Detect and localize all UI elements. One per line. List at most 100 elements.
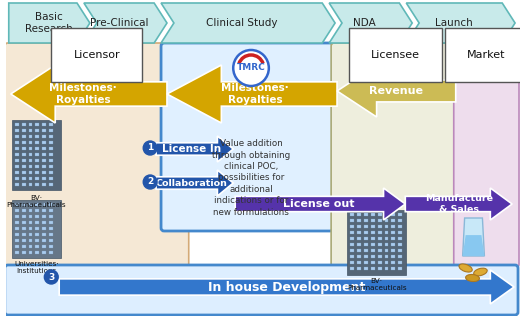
Bar: [35, 123, 40, 126]
Bar: [364, 225, 368, 228]
Bar: [350, 261, 354, 264]
Bar: [29, 147, 32, 150]
Bar: [371, 219, 374, 222]
Bar: [15, 221, 19, 224]
Bar: [35, 215, 40, 218]
Bar: [49, 245, 53, 248]
Bar: [22, 239, 25, 242]
Circle shape: [44, 270, 58, 284]
Bar: [35, 147, 40, 150]
Bar: [29, 227, 32, 230]
Bar: [49, 177, 53, 180]
Text: Value addition
through obtaining
clinical POC,
possibilities for
additional
indi: Value addition through obtaining clinica…: [212, 139, 290, 217]
Polygon shape: [406, 3, 515, 43]
Bar: [15, 251, 19, 254]
Bar: [392, 219, 395, 222]
Text: Collaboration: Collaboration: [156, 179, 228, 187]
Bar: [49, 171, 53, 174]
Bar: [392, 243, 395, 246]
Text: License In: License In: [162, 144, 221, 154]
Bar: [42, 227, 46, 230]
Bar: [378, 225, 382, 228]
FancyBboxPatch shape: [454, 43, 519, 267]
Bar: [29, 221, 32, 224]
Bar: [42, 209, 46, 212]
Bar: [29, 177, 32, 180]
Bar: [15, 177, 19, 180]
Bar: [29, 129, 32, 132]
Bar: [357, 261, 361, 264]
Bar: [35, 245, 40, 248]
Bar: [42, 123, 46, 126]
Bar: [364, 231, 368, 234]
Bar: [29, 209, 32, 212]
Bar: [49, 203, 53, 206]
Bar: [49, 233, 53, 236]
Bar: [49, 123, 53, 126]
Bar: [384, 237, 388, 240]
Bar: [350, 231, 354, 234]
Bar: [398, 249, 402, 252]
Text: Launch: Launch: [435, 18, 473, 28]
Bar: [49, 147, 53, 150]
Bar: [371, 267, 374, 270]
Bar: [378, 243, 382, 246]
Bar: [29, 215, 32, 218]
Bar: [29, 159, 32, 162]
Bar: [49, 183, 53, 186]
Bar: [384, 261, 388, 264]
Bar: [49, 251, 53, 254]
Bar: [350, 225, 354, 228]
Bar: [398, 255, 402, 258]
Bar: [378, 249, 382, 252]
Bar: [22, 183, 25, 186]
Polygon shape: [463, 218, 485, 256]
Bar: [371, 255, 374, 258]
Polygon shape: [59, 270, 514, 304]
Bar: [29, 141, 32, 144]
Text: TMRC: TMRC: [237, 64, 265, 72]
Bar: [42, 183, 46, 186]
Bar: [35, 141, 40, 144]
Bar: [350, 255, 354, 258]
Bar: [22, 203, 25, 206]
Bar: [42, 171, 46, 174]
Bar: [15, 245, 19, 248]
Polygon shape: [9, 3, 90, 43]
Bar: [49, 141, 53, 144]
Bar: [42, 215, 46, 218]
Bar: [364, 261, 368, 264]
Bar: [49, 221, 53, 224]
Text: Licensee: Licensee: [371, 50, 420, 60]
Text: NDA: NDA: [353, 18, 375, 28]
Bar: [35, 227, 40, 230]
Bar: [12, 200, 61, 258]
Bar: [15, 183, 19, 186]
Bar: [15, 209, 19, 212]
Bar: [350, 219, 354, 222]
Bar: [35, 221, 40, 224]
Text: Market: Market: [467, 50, 505, 60]
Bar: [15, 129, 19, 132]
Bar: [42, 147, 46, 150]
Bar: [42, 129, 46, 132]
Bar: [35, 183, 40, 186]
Bar: [29, 183, 32, 186]
FancyBboxPatch shape: [5, 43, 189, 267]
Bar: [15, 141, 19, 144]
Bar: [357, 267, 361, 270]
Bar: [35, 159, 40, 162]
Bar: [398, 267, 402, 270]
Bar: [378, 267, 382, 270]
Text: Milestones·
Royalties: Milestones· Royalties: [221, 83, 289, 105]
Bar: [384, 219, 388, 222]
Bar: [398, 213, 402, 216]
Bar: [357, 243, 361, 246]
Bar: [49, 135, 53, 138]
Bar: [35, 209, 40, 212]
Bar: [42, 177, 46, 180]
Bar: [49, 209, 53, 212]
Bar: [15, 227, 19, 230]
Bar: [42, 239, 46, 242]
Bar: [42, 245, 46, 248]
